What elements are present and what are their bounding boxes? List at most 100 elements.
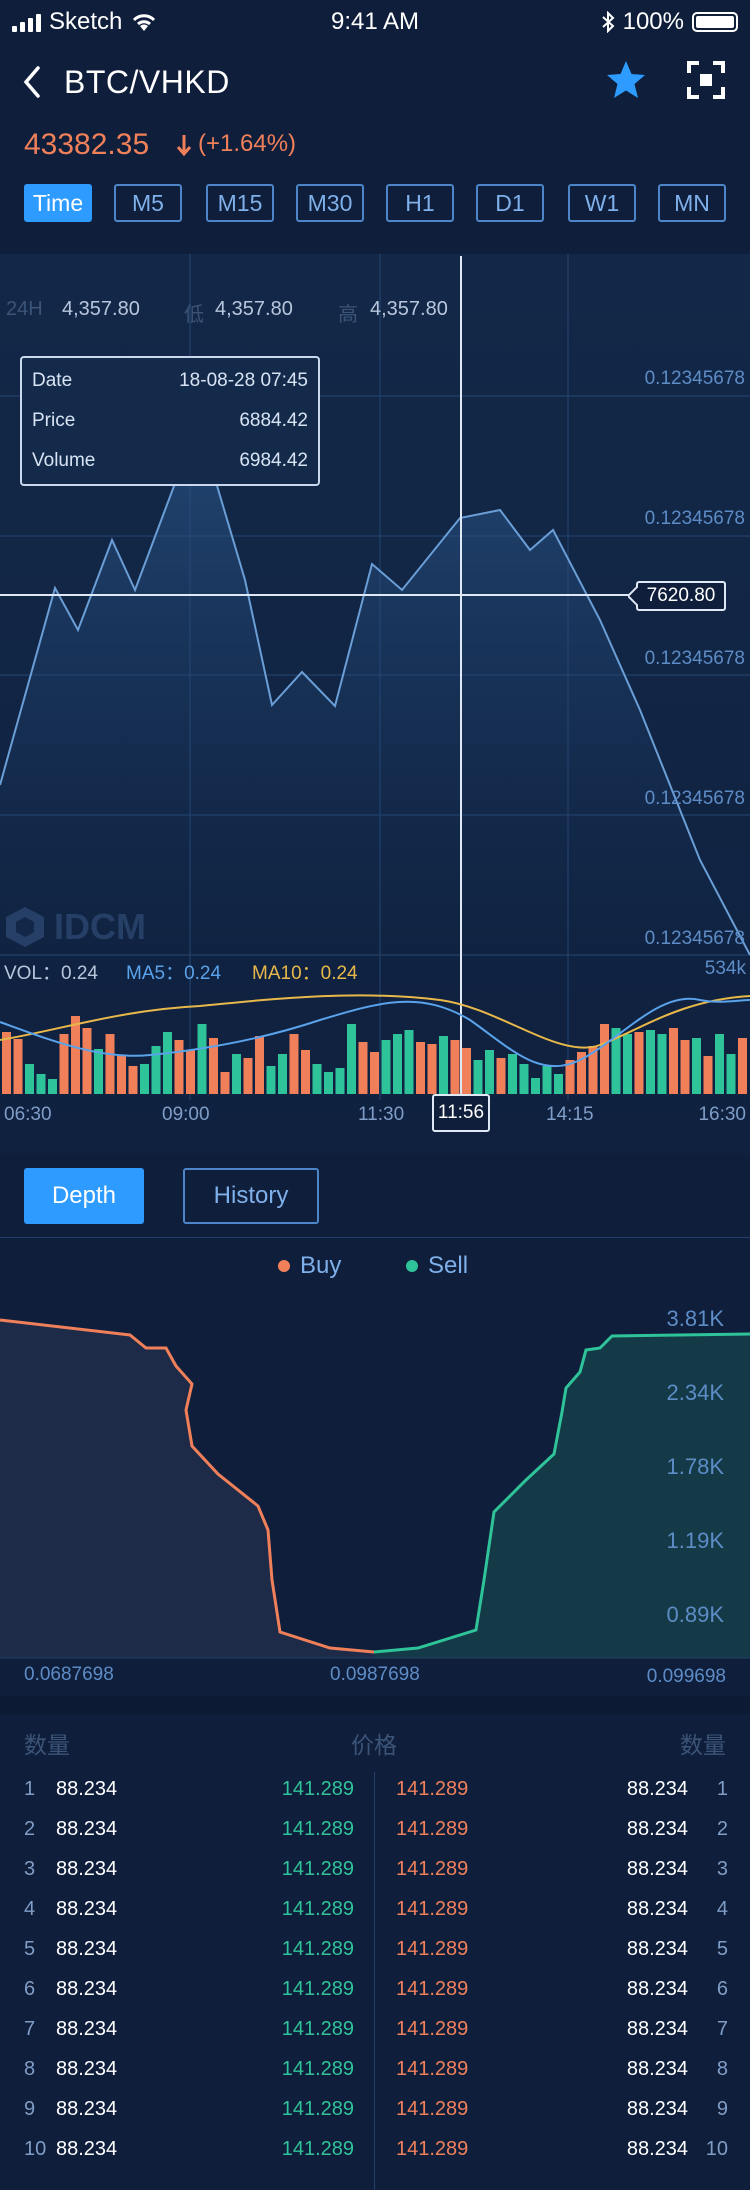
row-index: 4 [24, 1898, 36, 1920]
back-icon[interactable] [20, 64, 44, 100]
signal-icon [12, 12, 41, 32]
orderbook-row[interactable]: 10 88.234 141.289 141.289 88.234 10 [0, 2130, 750, 2170]
tab-m30[interactable]: M30 [296, 184, 364, 222]
ask-price: 141.289 [396, 1778, 469, 1800]
tab-depth[interactable]: Depth [24, 1168, 144, 1224]
watermark-logo: IDCM [4, 905, 146, 949]
ask-price: 141.289 [396, 1938, 469, 1960]
volume-bar [531, 1078, 540, 1094]
value-low: 4,357.80 [215, 298, 293, 320]
row-index-right: 2 [716, 1818, 728, 1840]
volume-bar [163, 1032, 172, 1094]
legend-buy-label: Buy [300, 1252, 342, 1279]
volume-bar [485, 1050, 494, 1094]
y-label-2: 0.12345678 [644, 508, 745, 529]
watermark-text: IDCM [54, 906, 146, 947]
legend-sell: Sell [406, 1252, 468, 1280]
volume-bar [128, 1066, 138, 1094]
volume-bar [473, 1060, 483, 1094]
row-index-right: 4 [716, 1898, 728, 1920]
tab-time[interactable]: Time [24, 184, 92, 222]
idcm-logo-icon [6, 907, 44, 947]
orderbook-row[interactable]: 1 88.234 141.289 141.289 88.234 1 [0, 1770, 750, 1810]
orderbook-row[interactable]: 7 88.234 141.289 141.289 88.234 7 [0, 2010, 750, 2050]
volume-bar [301, 1050, 310, 1094]
row-index-right: 8 [716, 2058, 728, 2080]
volume-bar [347, 1024, 356, 1094]
row-index: 7 [24, 2018, 36, 2040]
bid-quantity: 88.234 [56, 2098, 118, 2120]
volume-bar [381, 1040, 391, 1094]
bid-price: 141.289 [281, 1818, 354, 1840]
label-low: 低 [184, 304, 204, 326]
orderbook-row[interactable]: 6 88.234 141.289 141.289 88.234 6 [0, 1970, 750, 2010]
volume-bar [335, 1068, 345, 1094]
bid-quantity: 88.234 [56, 1938, 118, 1960]
orderbook-row[interactable]: 4 88.234 141.289 141.289 88.234 4 [0, 1890, 750, 1930]
row-index: 3 [24, 1858, 36, 1880]
bid-quantity: 88.234 [56, 1778, 118, 1800]
orderbook-row[interactable]: 5 88.234 141.289 141.289 88.234 5 [0, 1930, 750, 1970]
tooltip-date-value: 18-08-28 07:45 [179, 370, 308, 391]
sell-line [373, 1332, 750, 1654]
star-icon[interactable] [604, 58, 648, 102]
row-index-right: 7 [716, 2018, 728, 2040]
ma5-line [0, 997, 750, 1068]
bid-price: 141.289 [281, 2018, 354, 2040]
status-right: 100% [601, 8, 738, 36]
depth-y-4: 1.19K [666, 1528, 725, 1553]
depth-x-2: 0.0987698 [330, 1664, 420, 1685]
tab-m5[interactable]: M5 [114, 184, 182, 222]
tab-mn[interactable]: MN [658, 184, 726, 222]
tab-w1[interactable]: W1 [568, 184, 636, 222]
volume-bar [117, 1056, 126, 1094]
tab-history[interactable]: History [183, 1168, 319, 1224]
orderbook-head-qty-right: 数量 [680, 1732, 726, 1758]
carrier: Sketch [12, 8, 158, 36]
depth-chart[interactable] [0, 1300, 750, 1660]
section-separator [0, 1696, 750, 1714]
volume-bar [680, 1040, 690, 1094]
battery-icon [692, 12, 738, 32]
tab-h1[interactable]: H1 [386, 184, 454, 222]
orderbook-row[interactable]: 3 88.234 141.289 141.289 88.234 3 [0, 1850, 750, 1890]
volume-bar [393, 1034, 402, 1094]
row-index-right: 10 [705, 2138, 728, 2160]
row-index: 6 [24, 1978, 36, 2000]
tab-d1[interactable]: D1 [476, 184, 544, 222]
volume-bar [600, 1024, 609, 1094]
bid-price: 141.289 [281, 1898, 354, 1920]
carrier-name: Sketch [49, 8, 123, 35]
volume-bar [25, 1064, 34, 1094]
orderbook-divider [374, 1772, 375, 2190]
volume-bar [278, 1054, 287, 1094]
volume-bar [715, 1034, 724, 1094]
volume-bar [439, 1036, 448, 1094]
bid-quantity: 88.234 [56, 1898, 118, 1920]
tooltip-volume-value: 6984.42 [239, 450, 308, 471]
orderbook-row[interactable]: 2 88.234 141.289 141.289 88.234 2 [0, 1810, 750, 1850]
orderbook-row[interactable]: 9 88.234 141.289 141.289 88.234 9 [0, 2090, 750, 2130]
orderbook-head-price: 价格 [351, 1732, 397, 1758]
tooltip-price-label: Price [32, 410, 76, 431]
volume-bar [13, 1039, 23, 1094]
fullscreen-icon[interactable] [686, 60, 726, 100]
value-24h: 4,357.80 [62, 298, 140, 320]
wifi-icon [133, 14, 156, 31]
volume-bar [577, 1052, 586, 1094]
price-tag-pointer [628, 586, 638, 606]
price-chart[interactable] [0, 254, 750, 1154]
depth-y-1: 3.81K [666, 1306, 725, 1331]
tab-m15[interactable]: M15 [206, 184, 274, 222]
bid-quantity: 88.234 [56, 2138, 118, 2160]
volume-bar [266, 1066, 276, 1094]
orderbook-row[interactable]: 8 88.234 141.289 141.289 88.234 8 [0, 2050, 750, 2090]
value-high: 4,357.80 [370, 298, 448, 320]
ask-price: 141.289 [396, 2138, 469, 2160]
sell-area [374, 1334, 750, 1658]
volume-bar [255, 1036, 264, 1094]
volume-bar [140, 1064, 149, 1094]
bid-price: 141.289 [281, 2138, 354, 2160]
volume-bar [450, 1040, 460, 1094]
ask-quantity: 88.234 [626, 2138, 688, 2160]
